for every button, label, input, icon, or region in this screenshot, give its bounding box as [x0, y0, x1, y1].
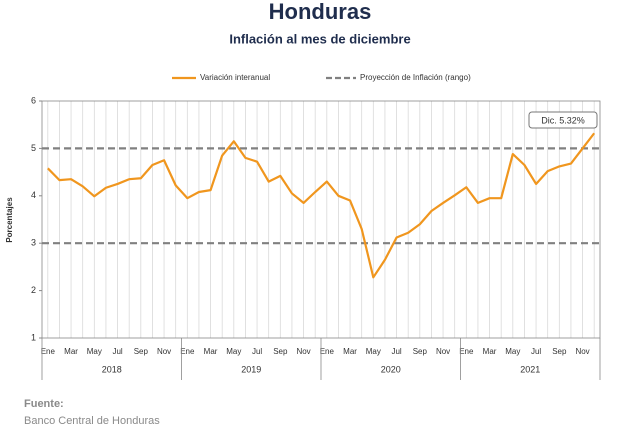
- x-tick-label: Sep: [552, 347, 567, 356]
- x-tick-label: Sep: [413, 347, 428, 356]
- x-tick-label: May: [226, 347, 241, 356]
- y-tick-label: 4: [31, 190, 36, 200]
- x-tick-label: Ene: [41, 347, 56, 356]
- x-tick-label: Jul: [531, 347, 541, 356]
- x-tick-label: May: [87, 347, 102, 356]
- year-label: 2018: [102, 364, 122, 374]
- legend-label: Variación interanual: [200, 73, 270, 82]
- x-tick-label: Nov: [575, 347, 589, 356]
- x-tick-label: Nov: [157, 347, 171, 356]
- x-tick-label: Sep: [273, 347, 288, 356]
- x-tick-label: Nov: [296, 347, 310, 356]
- source: Banco Central de Honduras: [24, 415, 160, 424]
- y-tick-label: 2: [31, 285, 36, 295]
- y-tick-label: 1: [31, 332, 36, 342]
- x-tick-label: May: [366, 347, 381, 356]
- x-tick-label: Nov: [436, 347, 450, 356]
- source-label: Fuente:: [24, 398, 64, 410]
- x-tick-label: Mar: [64, 347, 78, 356]
- year-label: 2019: [241, 364, 261, 374]
- x-tick-label: Jul: [391, 347, 401, 356]
- annotation-box: [528, 111, 598, 129]
- year-label: 2020: [381, 364, 401, 374]
- legend-label: Proyección de Inflación (rango): [360, 73, 471, 82]
- annotation: Dic. 5.32%: [541, 115, 585, 125]
- year-label: 2021: [520, 364, 540, 374]
- x-tick-label: Mar: [343, 347, 357, 356]
- x-tick-label: Ene: [320, 347, 335, 356]
- y-tick-label: 5: [31, 143, 36, 153]
- y-axis-label: Porcentajes: [5, 197, 14, 243]
- x-tick-label: Jul: [252, 347, 262, 356]
- y-tick-label: 6: [31, 95, 36, 105]
- x-tick-label: Ene: [180, 347, 195, 356]
- x-tick-label: Sep: [134, 347, 149, 356]
- x-tick-label: Mar: [483, 347, 497, 356]
- chart-subtitle: Inflación al mes de diciembre: [229, 31, 410, 46]
- chart-title: Honduras: [269, 0, 372, 24]
- plot-frame: [41, 100, 601, 339]
- x-tick-label: May: [505, 347, 520, 356]
- y-tick-label: 3: [31, 238, 36, 248]
- x-tick-label: Mar: [204, 347, 218, 356]
- series-line: [47, 132, 596, 279]
- x-tick-label: Jul: [112, 347, 122, 356]
- x-tick-label: Ene: [459, 347, 474, 356]
